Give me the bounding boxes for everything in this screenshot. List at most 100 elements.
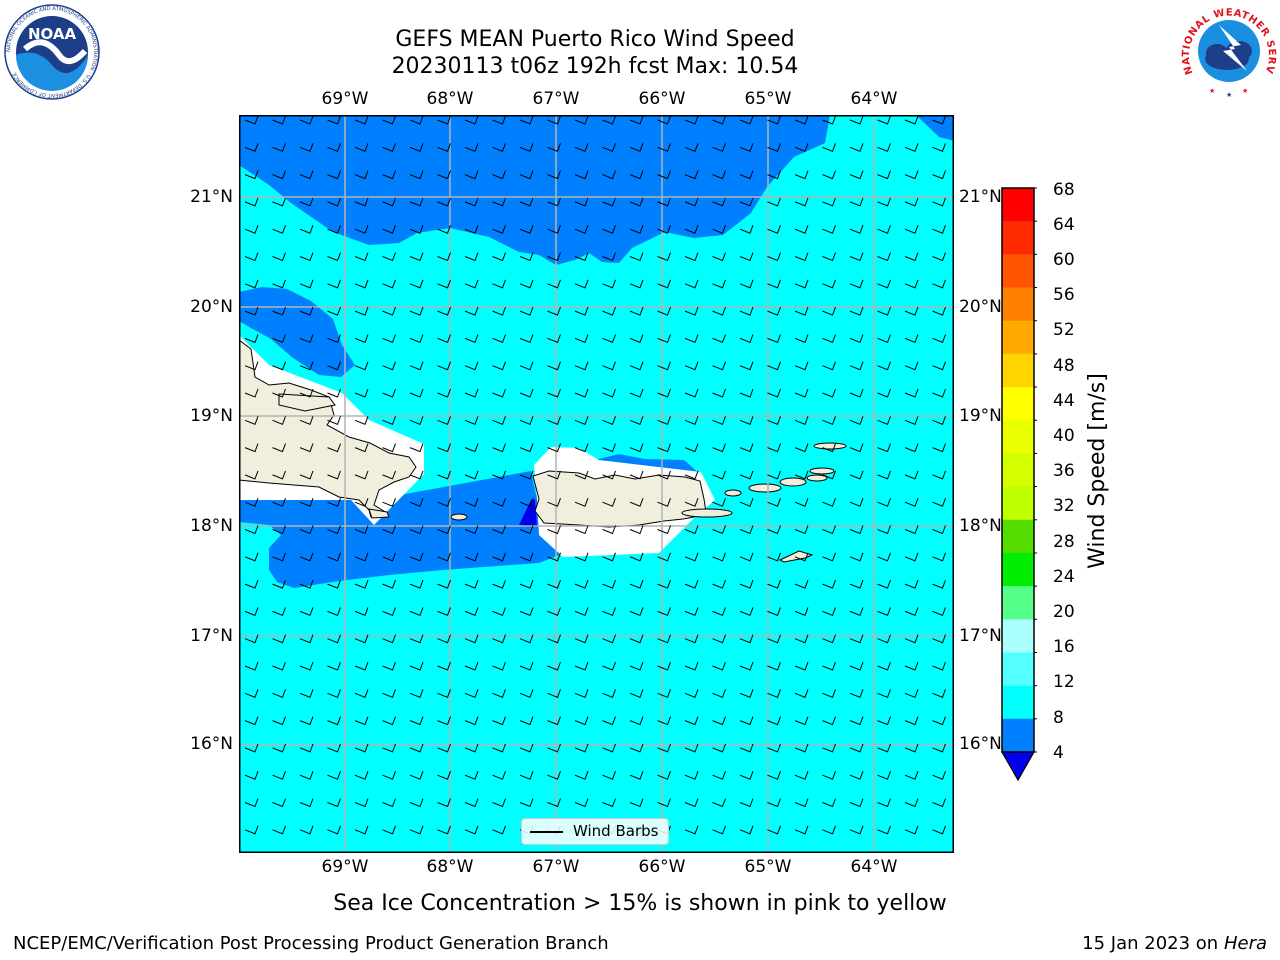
wind-barb	[684, 334, 699, 344]
wind-barb	[464, 170, 479, 180]
wind-barb	[299, 607, 314, 617]
wind-barb	[327, 252, 341, 262]
wind-barb	[409, 225, 424, 234]
wind-barb	[574, 225, 589, 234]
wind-barb	[767, 197, 781, 207]
wind-barb	[712, 716, 726, 726]
wind-barb	[299, 634, 314, 644]
wind-barb	[382, 197, 396, 207]
wind-barb	[519, 716, 534, 726]
wind-barb	[492, 252, 506, 262]
wind-barb	[464, 443, 479, 453]
wind-barb	[877, 416, 891, 425]
wind-barb	[547, 634, 561, 644]
wind-barb	[519, 170, 534, 180]
wind-barb	[657, 689, 671, 698]
wind-barb	[767, 306, 781, 316]
wind-barb	[574, 115, 589, 125]
wind-barb	[629, 361, 644, 371]
wind-barb	[382, 525, 396, 535]
wind-barb	[464, 388, 479, 398]
wind-barb	[712, 443, 726, 453]
wind-barb	[602, 388, 616, 398]
wind-barb	[244, 689, 259, 698]
wind-barb	[849, 498, 864, 507]
colorbar-extend-arrow	[1001, 751, 1036, 782]
wind-barb	[849, 798, 864, 808]
wind-barb	[794, 661, 809, 671]
wind-barb	[877, 634, 891, 644]
wind-barb	[739, 225, 754, 234]
wind-barb	[354, 607, 369, 617]
wind-barb	[244, 416, 259, 425]
wind-barb	[272, 170, 286, 180]
wind-barb	[877, 225, 891, 234]
legend-label: Wind Barbs	[573, 822, 659, 840]
wind-barb	[684, 197, 699, 207]
wind-barb	[877, 115, 891, 125]
wind-barb	[877, 579, 891, 589]
wind-barb	[519, 143, 534, 152]
wind-barb	[877, 716, 891, 726]
colorbar-segment	[1002, 552, 1034, 587]
wind-barb	[932, 525, 946, 535]
wind-barb	[327, 143, 341, 152]
wind-barb	[822, 361, 836, 371]
wind-barb	[409, 716, 424, 726]
wind-barb	[492, 197, 506, 207]
wind-barb	[794, 798, 809, 808]
lat-label-right: 21°N	[959, 187, 1002, 207]
wind-barb	[657, 443, 671, 453]
wind-barb	[794, 279, 809, 289]
island	[813, 442, 847, 450]
wind-barb	[437, 634, 451, 644]
wind-barb	[602, 525, 616, 535]
wind-barb	[382, 825, 396, 835]
wind-barb	[354, 361, 369, 371]
wind-barb	[464, 115, 479, 125]
wind-barb	[657, 743, 671, 753]
wind-barb	[629, 252, 644, 262]
wind-barb	[354, 143, 369, 152]
wind-barb	[464, 798, 479, 808]
wind-barb	[244, 143, 259, 152]
wind-barb	[739, 825, 754, 835]
wind-barb	[822, 170, 836, 180]
wind-barb	[409, 607, 424, 617]
wind-barb	[767, 388, 781, 398]
lon-label-bottom: 69°W	[321, 857, 369, 877]
lon-label-bottom: 67°W	[532, 857, 580, 877]
wind-barb	[629, 579, 644, 589]
wind-barb	[602, 416, 616, 425]
wind-barb	[492, 716, 506, 726]
wind-barb	[794, 689, 809, 698]
wind-barb	[629, 170, 644, 180]
wind-barb	[464, 825, 479, 835]
wind-barb	[327, 361, 341, 371]
wind-barb	[932, 279, 946, 289]
map-frame	[239, 115, 954, 853]
wind-barb	[547, 743, 561, 753]
wind-barb	[327, 197, 341, 207]
wind-barb	[492, 498, 506, 507]
svg-text:★: ★	[1242, 87, 1248, 95]
wind-barb	[712, 470, 726, 480]
wind-barb	[932, 361, 946, 371]
wind-barb	[354, 498, 369, 507]
wind-barb	[712, 252, 726, 262]
wind-barb	[299, 552, 314, 562]
wind-barb	[932, 552, 946, 562]
wind-barb	[849, 634, 864, 644]
wind-barb	[657, 661, 671, 671]
wind-barb	[492, 525, 506, 535]
wind-barb	[602, 716, 616, 726]
wind-barb	[904, 579, 919, 589]
wind-barb	[272, 443, 286, 453]
wind-barb	[739, 579, 754, 589]
wind-barb	[932, 634, 946, 644]
wind-barb	[932, 225, 946, 234]
wind-barb	[519, 552, 534, 562]
wind-barb	[519, 443, 534, 453]
wind-barb	[602, 743, 616, 753]
colorbar-segment	[1002, 486, 1034, 521]
